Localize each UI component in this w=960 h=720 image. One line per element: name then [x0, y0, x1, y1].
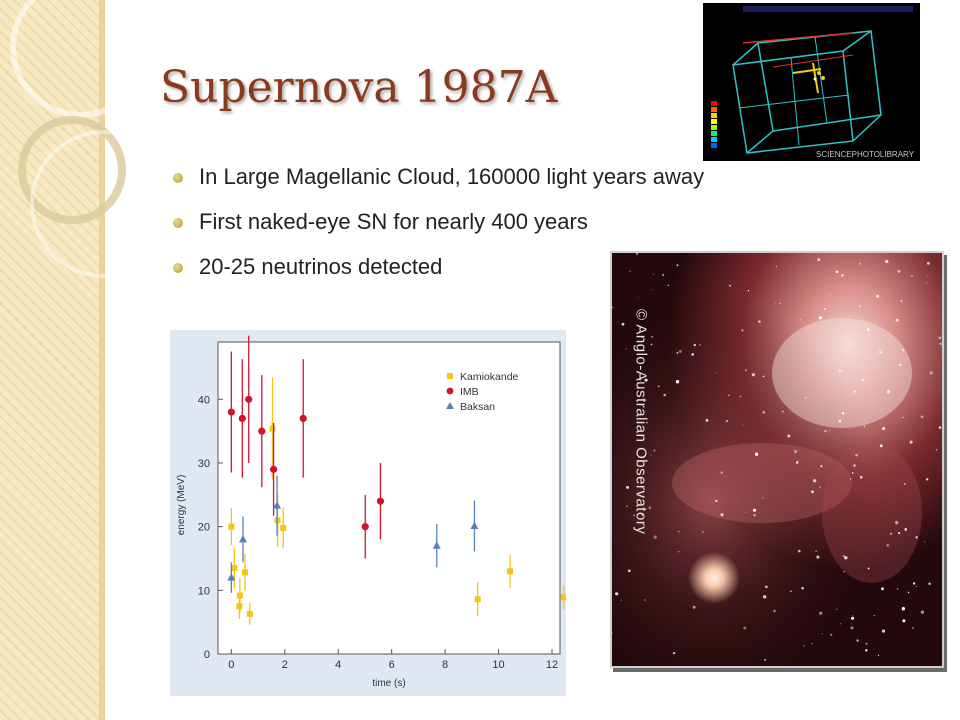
- photo-credit-text: SCIENCEPHOTOLIBRARY: [816, 150, 914, 159]
- x-tick-label: 10: [492, 659, 504, 671]
- legend-kamiokande-marker: [447, 373, 453, 379]
- y-axis-label: energy (MeV): [176, 475, 187, 536]
- kamiokande-point: [241, 569, 248, 576]
- y-tick-label: 20: [198, 522, 210, 534]
- imb-point: [299, 414, 307, 423]
- bullet-dot-icon: [173, 263, 183, 273]
- kamiokande-point: [231, 565, 238, 572]
- y-tick-label: 10: [198, 585, 210, 597]
- kamiokande-point: [228, 523, 235, 530]
- kamiokande-point: [246, 610, 253, 617]
- kamiokande-point: [474, 596, 481, 603]
- y-tick-label: 0: [204, 649, 210, 661]
- detector-wireframe-graphic: [703, 3, 920, 161]
- baksan-point: [470, 521, 479, 530]
- bullet-dot-icon: [173, 173, 183, 183]
- imb-point: [376, 497, 385, 505]
- kamiokande-point: [236, 592, 243, 599]
- imb-point: [258, 427, 266, 435]
- nebula-photo: © Anglo-Australian Observatory: [612, 253, 942, 666]
- imb-point: [361, 523, 369, 531]
- imb-point: [269, 465, 278, 473]
- y-tick-label: 30: [198, 458, 210, 470]
- neutrino-chart: 0 2 4 6 8 10 12 0 10 20 30 40 Kamiokande IMB Baksan e…: [170, 330, 566, 696]
- decorative-ring-top: [10, 0, 152, 118]
- bullet-item: In Large Magellanic Cloud, 160000 light …: [173, 162, 704, 207]
- x-tick-label: 6: [389, 659, 395, 671]
- nebula-credit-text: © Anglo-Australian Observatory: [632, 309, 650, 535]
- x-tick-label: 4: [335, 659, 341, 671]
- imb-point: [238, 414, 246, 423]
- nebula-graphic: [612, 253, 942, 666]
- detector-visualization-image: SCIENCEPHOTOLIBRARY: [703, 3, 920, 161]
- slide-title: Supernova 1987A: [160, 62, 558, 113]
- kamiokande-point: [560, 594, 566, 601]
- x-axis-label: time (s): [372, 678, 405, 689]
- kamiokande-point: [507, 568, 514, 575]
- legend-baksan-marker: [446, 402, 454, 409]
- kamiokande-point: [269, 425, 276, 432]
- legend-imb-marker: [446, 387, 454, 395]
- kamiokande-point: [280, 524, 287, 531]
- bullet-text: In Large Magellanic Cloud, 160000 light …: [199, 164, 705, 189]
- x-tick-label: 8: [442, 659, 448, 671]
- baksan-point: [432, 541, 441, 549]
- decorative-ring-lower: [30, 130, 178, 278]
- legend-baksan-label: Baksan: [460, 401, 495, 413]
- baksan-point: [273, 501, 282, 509]
- baksan-point: [238, 534, 247, 543]
- bullet-text: First naked-eye SN for nearly 400 years: [199, 209, 588, 234]
- x-tick-label: 0: [228, 659, 234, 671]
- bullet-item: First naked-eye SN for nearly 400 years: [173, 207, 704, 252]
- imb-point: [227, 408, 235, 416]
- bullet-list: In Large Magellanic Cloud, 160000 light …: [173, 162, 704, 297]
- bullet-text: 20-25 neutrinos detected: [199, 254, 443, 279]
- x-tick-label: 2: [282, 659, 288, 671]
- bullet-item: 20-25 neutrinos detected: [173, 252, 704, 297]
- plot-area: [217, 341, 561, 655]
- y-tick-label: 40: [198, 394, 210, 406]
- x-tick-label: 12: [546, 659, 558, 671]
- nebula-credit: © Anglo-Australian Observatory: [630, 309, 652, 589]
- legend-kamiokande-label: Kamiokande: [460, 371, 519, 383]
- bullet-dot-icon: [173, 218, 183, 228]
- baksan-point: [227, 573, 236, 581]
- neutrino-chart-svg: 0 2 4 6 8 10 12 0 10 20 30 40 Kamiokande IMB Baksan e…: [170, 330, 566, 696]
- imb-point: [245, 395, 253, 403]
- legend-imb-label: IMB: [460, 386, 479, 398]
